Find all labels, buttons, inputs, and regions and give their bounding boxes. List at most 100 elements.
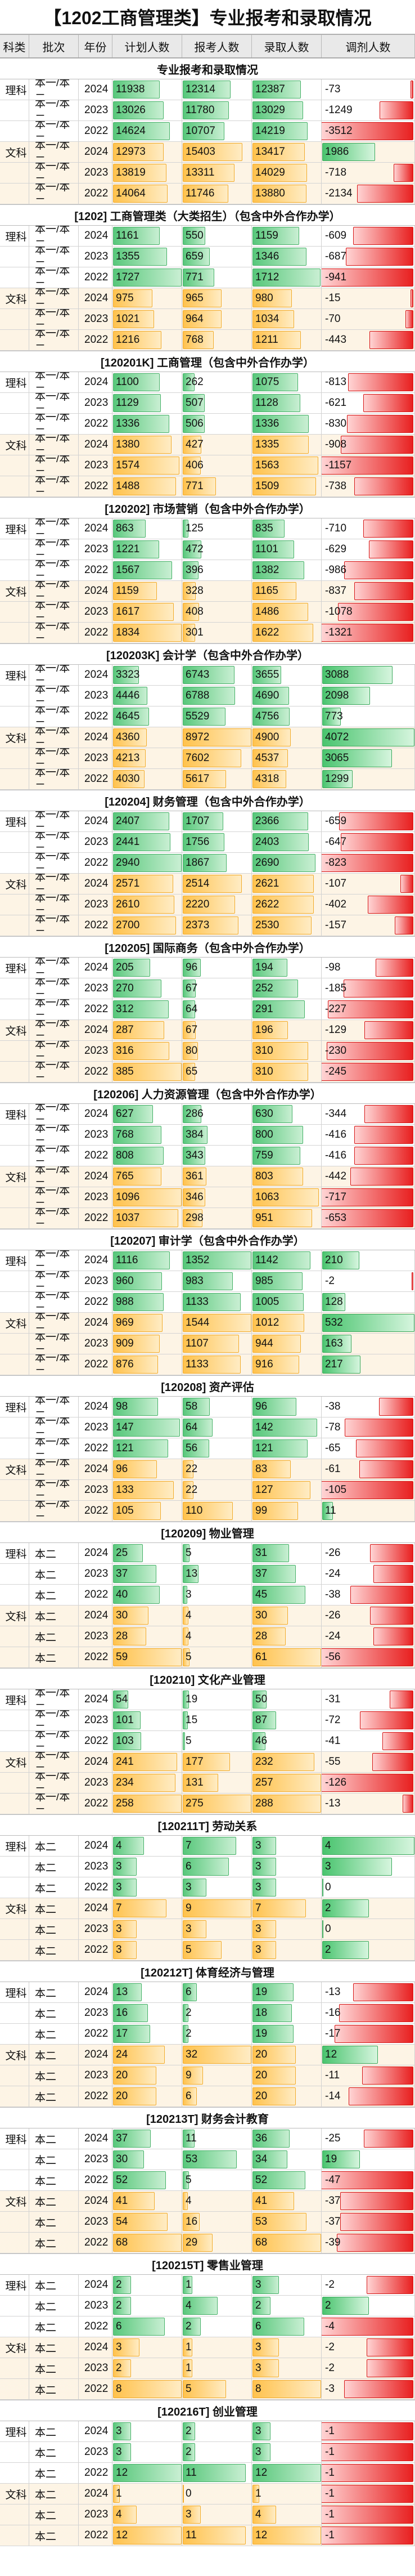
cell-value: -11	[325, 2069, 340, 2081]
databar	[183, 1690, 189, 1709]
cell-plan: 960	[112, 1271, 182, 1291]
cell-value: 2	[186, 2007, 192, 2019]
adjust-databar	[322, 1774, 413, 1792]
adjust-databar	[322, 1293, 345, 1311]
cell-value: 4072	[325, 731, 349, 743]
databar	[252, 1502, 298, 1520]
cell-value: 2024	[84, 2279, 109, 2291]
cell-value: 40	[116, 1589, 128, 1600]
adjust-databar	[390, 1690, 413, 1709]
cell-admitted: 36	[252, 2128, 322, 2149]
databar	[113, 2338, 139, 2356]
cell-plan: 768	[112, 1125, 182, 1145]
adjust-databar	[354, 1147, 413, 1165]
table-row: 本一/本二 2022 2700 2373 2530 -157	[0, 915, 415, 936]
databar	[113, 1147, 164, 1165]
cell-value: 3	[116, 2425, 122, 2437]
cell-year: 2024	[79, 2128, 112, 2149]
cell-value: 1159	[255, 230, 278, 242]
cell-plan: 385	[112, 1062, 182, 1082]
table-row: 本二 2023 16 2 18 -16	[0, 2003, 415, 2024]
table-row: 文科 本一/本二 2024 12973 15403 13417 1986	[0, 142, 415, 163]
databar	[113, 143, 164, 161]
cell-value: 2022	[84, 1797, 109, 1809]
cell-value: 2024	[84, 439, 109, 450]
databar	[183, 2087, 197, 2105]
cell-pici: 本二	[29, 1564, 79, 1584]
databar	[252, 1335, 301, 1353]
cell-value: 127	[255, 1484, 273, 1496]
cell-admitted: 14029	[252, 163, 322, 183]
cell-value: 328	[186, 585, 204, 597]
cell-value: 2022	[84, 2174, 109, 2186]
cell-admitted: 3	[252, 1857, 322, 1877]
cell-pici: 本一/本二	[29, 288, 79, 308]
cell-year: 2022	[79, 1731, 112, 1751]
cell-kelei: 文科	[0, 1752, 29, 1772]
cell-kelei: 理科	[0, 79, 29, 100]
databar	[183, 2234, 213, 2252]
cell-value: 本二	[35, 2134, 57, 2146]
table-row: 理科 本二 2024 2 1 3 -2	[0, 2275, 415, 2296]
cell-value: 16	[186, 2216, 198, 2228]
cell-value: 773	[325, 710, 343, 722]
cell-value: -61	[325, 1463, 341, 1475]
cell-value: 本二	[35, 2091, 57, 2104]
cell-value: 13819	[116, 167, 146, 178]
cell-value: 110	[186, 1505, 203, 1517]
cell-plan: 13819	[112, 163, 182, 183]
section-title: [120213T] 财务会计教育	[0, 2107, 415, 2128]
cell-pici: 本一/本二	[29, 1292, 79, 1312]
cell-value: 58	[186, 1401, 198, 1412]
cell-plan: 3	[112, 1877, 182, 1898]
cell-value: 本一/本二	[35, 330, 70, 350]
cell-year: 2024	[79, 2421, 112, 2441]
cell-pici: 本一/本二	[29, 560, 79, 580]
databar	[252, 1439, 308, 1457]
databar	[252, 603, 309, 621]
cell-year: 2024	[79, 1836, 112, 1856]
cell-value: 37	[255, 1568, 268, 1580]
cell-value: 54	[116, 1693, 128, 1705]
cell-applied: 12314	[182, 79, 252, 100]
cell-value: 3	[116, 2341, 122, 2353]
table-row: 理科 本一/本二 2024 627 286 630 -344	[0, 1104, 415, 1125]
cell-value: 131	[186, 1777, 204, 1788]
cell-applied: 1133	[182, 1354, 252, 1375]
databar	[252, 1126, 303, 1144]
cell-value: 6	[186, 2090, 192, 2102]
adjust-databar	[363, 394, 413, 412]
cell-value: -73	[325, 83, 341, 95]
cell-value: 408	[186, 606, 204, 618]
databar	[113, 101, 164, 119]
cell-adjusted: -126	[322, 1773, 415, 1793]
cell-pici: 本一/本二	[29, 1710, 79, 1730]
adjust-databar	[322, 2422, 413, 2440]
cell-pici: 本二	[29, 2358, 79, 2378]
cell-value: 217	[325, 1358, 343, 1370]
cell-adjusted: -2	[322, 1271, 415, 1291]
cell-value: -105	[325, 1484, 347, 1496]
cell-adjusted: -37	[322, 2191, 415, 2211]
cell-applied: 64	[182, 1417, 252, 1438]
cell-value: 2023	[84, 2153, 109, 2165]
cell-kelei	[0, 2442, 29, 2462]
cell-value: 本一/本二	[35, 1794, 70, 1814]
adjust-databar	[322, 708, 341, 726]
databar	[113, 1607, 149, 1625]
cell-plan: 37	[112, 1564, 182, 1584]
cell-value: 理科	[5, 377, 27, 390]
cell-kelei: 理科	[0, 2128, 29, 2149]
cell-kelei: 文科	[0, 727, 29, 748]
cell-value: 1107	[186, 1338, 209, 1349]
cell-admitted: 1159	[252, 226, 322, 246]
cell-applied: 361	[182, 1166, 252, 1187]
table-row: 文科 本二 2024 1 0 1 -1	[0, 2484, 415, 2505]
table-row: 本一/本二 2023 2441 1756 2403 -647	[0, 832, 415, 853]
col-header-kelei: 科类	[0, 35, 29, 57]
cell-value: 本一/本二	[35, 1773, 70, 1793]
cell-applied: 1	[182, 2358, 252, 2378]
cell-year: 2022	[79, 1062, 112, 1082]
cell-value: 22	[186, 1484, 198, 1496]
cell-applied: 53	[182, 2149, 252, 2170]
